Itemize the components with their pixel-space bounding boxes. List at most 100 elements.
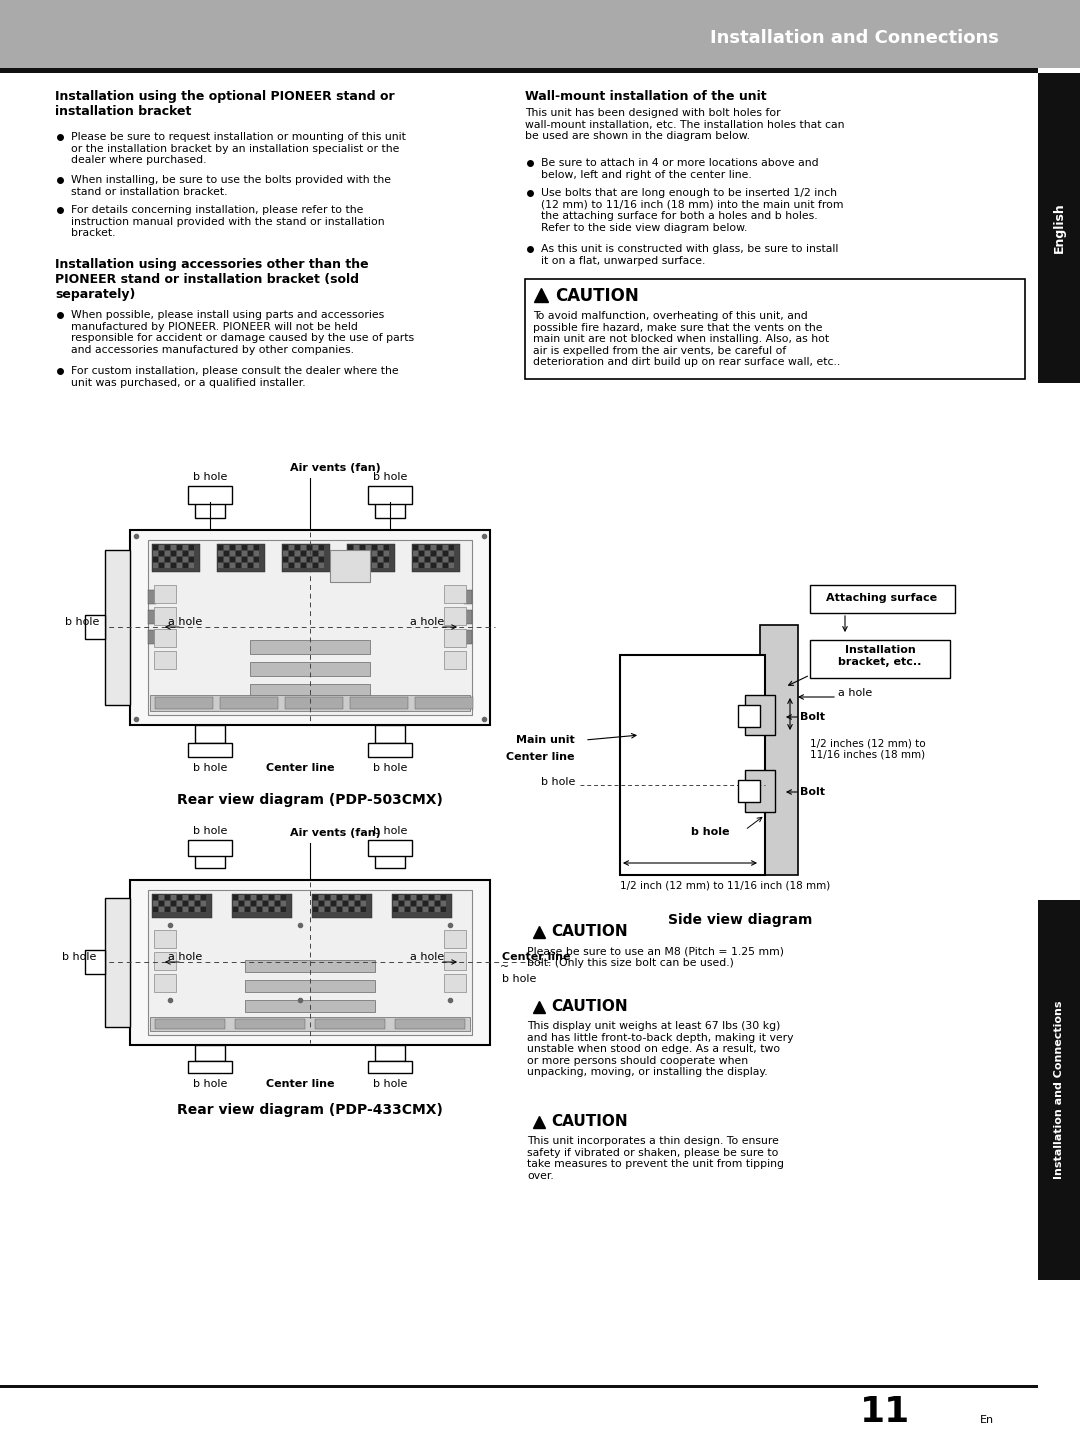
Bar <box>148 589 156 604</box>
Bar <box>189 563 194 568</box>
Bar <box>431 563 436 568</box>
Text: b hole: b hole <box>193 473 227 481</box>
Bar <box>375 501 405 517</box>
Bar <box>393 906 399 912</box>
Bar <box>285 697 343 709</box>
Bar <box>156 1019 225 1029</box>
Bar <box>413 563 418 568</box>
Bar <box>218 558 222 562</box>
Bar <box>372 545 377 550</box>
Bar <box>233 901 238 906</box>
Bar <box>368 840 411 856</box>
Bar <box>249 661 370 676</box>
Bar <box>361 901 366 906</box>
Text: To avoid malfunction, overheating of this unit, and
possible fire hazard, make s: To avoid malfunction, overheating of thi… <box>534 311 840 367</box>
Bar <box>368 486 411 504</box>
Bar <box>411 895 416 901</box>
Bar <box>354 563 359 568</box>
Bar <box>330 901 336 906</box>
Bar <box>355 906 360 912</box>
Bar <box>152 893 212 918</box>
Bar <box>242 550 247 556</box>
Bar <box>257 906 262 912</box>
Bar <box>405 906 410 912</box>
Bar <box>426 550 430 556</box>
Bar <box>189 906 194 912</box>
Bar <box>372 558 377 562</box>
Bar <box>154 929 176 948</box>
Bar <box>355 895 360 901</box>
Bar <box>153 895 158 901</box>
Bar <box>330 550 370 582</box>
Bar <box>264 895 268 901</box>
Bar <box>319 906 324 912</box>
Bar <box>384 558 389 562</box>
Bar <box>281 901 286 906</box>
Text: Use bolts that are long enough to be inserted 1/2 inch
(12 mm) to 11/16 inch (18: Use bolts that are long enough to be ins… <box>541 187 843 233</box>
Bar <box>130 530 490 725</box>
Bar <box>429 906 434 912</box>
Bar <box>171 901 176 906</box>
Bar <box>153 563 158 568</box>
Bar <box>177 901 183 906</box>
Bar <box>269 901 274 906</box>
Bar <box>319 563 324 568</box>
Bar <box>159 545 164 550</box>
Bar <box>360 550 365 556</box>
Bar <box>230 550 235 556</box>
Text: Rear view diagram (PDP-503CMX): Rear view diagram (PDP-503CMX) <box>177 793 443 807</box>
Bar <box>189 895 194 901</box>
Text: Installation and Connections: Installation and Connections <box>710 29 999 48</box>
Bar <box>810 585 955 612</box>
Bar <box>360 558 365 562</box>
Bar <box>738 780 760 803</box>
Bar <box>301 545 306 550</box>
Bar <box>435 906 440 912</box>
Bar <box>343 895 348 901</box>
Bar <box>384 563 389 568</box>
Bar <box>289 550 294 556</box>
Text: When possible, please install using parts and accessories
manufactured by PIONEE: When possible, please install using part… <box>71 310 414 354</box>
Bar <box>165 901 170 906</box>
Bar <box>154 651 176 669</box>
Bar <box>165 563 170 568</box>
Bar <box>158 586 172 589</box>
Bar <box>171 906 176 912</box>
Bar <box>248 558 253 562</box>
Bar <box>220 697 278 709</box>
Text: b hole: b hole <box>502 974 537 984</box>
Bar <box>399 901 404 906</box>
Text: CAUTION: CAUTION <box>551 999 627 1014</box>
Text: This display unit weighs at least 67 lbs (30 kg)
and has little front-to-back de: This display unit weighs at least 67 lbs… <box>527 1022 794 1078</box>
Bar <box>415 697 473 709</box>
Bar <box>230 558 235 562</box>
Bar <box>281 895 286 901</box>
Bar <box>413 550 418 556</box>
Bar <box>154 630 176 647</box>
Bar <box>347 545 395 572</box>
Bar <box>417 895 422 901</box>
Bar <box>443 563 448 568</box>
Bar <box>257 901 262 906</box>
Bar <box>218 550 222 556</box>
Bar <box>239 895 244 901</box>
Bar <box>343 901 348 906</box>
Bar <box>413 558 418 562</box>
Bar <box>313 563 318 568</box>
Bar <box>171 563 176 568</box>
Bar <box>313 558 318 562</box>
Bar <box>392 893 453 918</box>
Bar <box>354 545 359 550</box>
Bar <box>248 563 253 568</box>
Bar <box>195 901 200 906</box>
Bar <box>195 855 225 867</box>
Bar <box>378 545 383 550</box>
Bar <box>130 880 490 1045</box>
Bar <box>183 906 188 912</box>
Bar <box>378 563 383 568</box>
Bar <box>464 630 472 644</box>
Bar <box>183 895 188 901</box>
Bar <box>189 558 194 562</box>
Bar <box>393 901 399 906</box>
Bar <box>152 545 200 572</box>
